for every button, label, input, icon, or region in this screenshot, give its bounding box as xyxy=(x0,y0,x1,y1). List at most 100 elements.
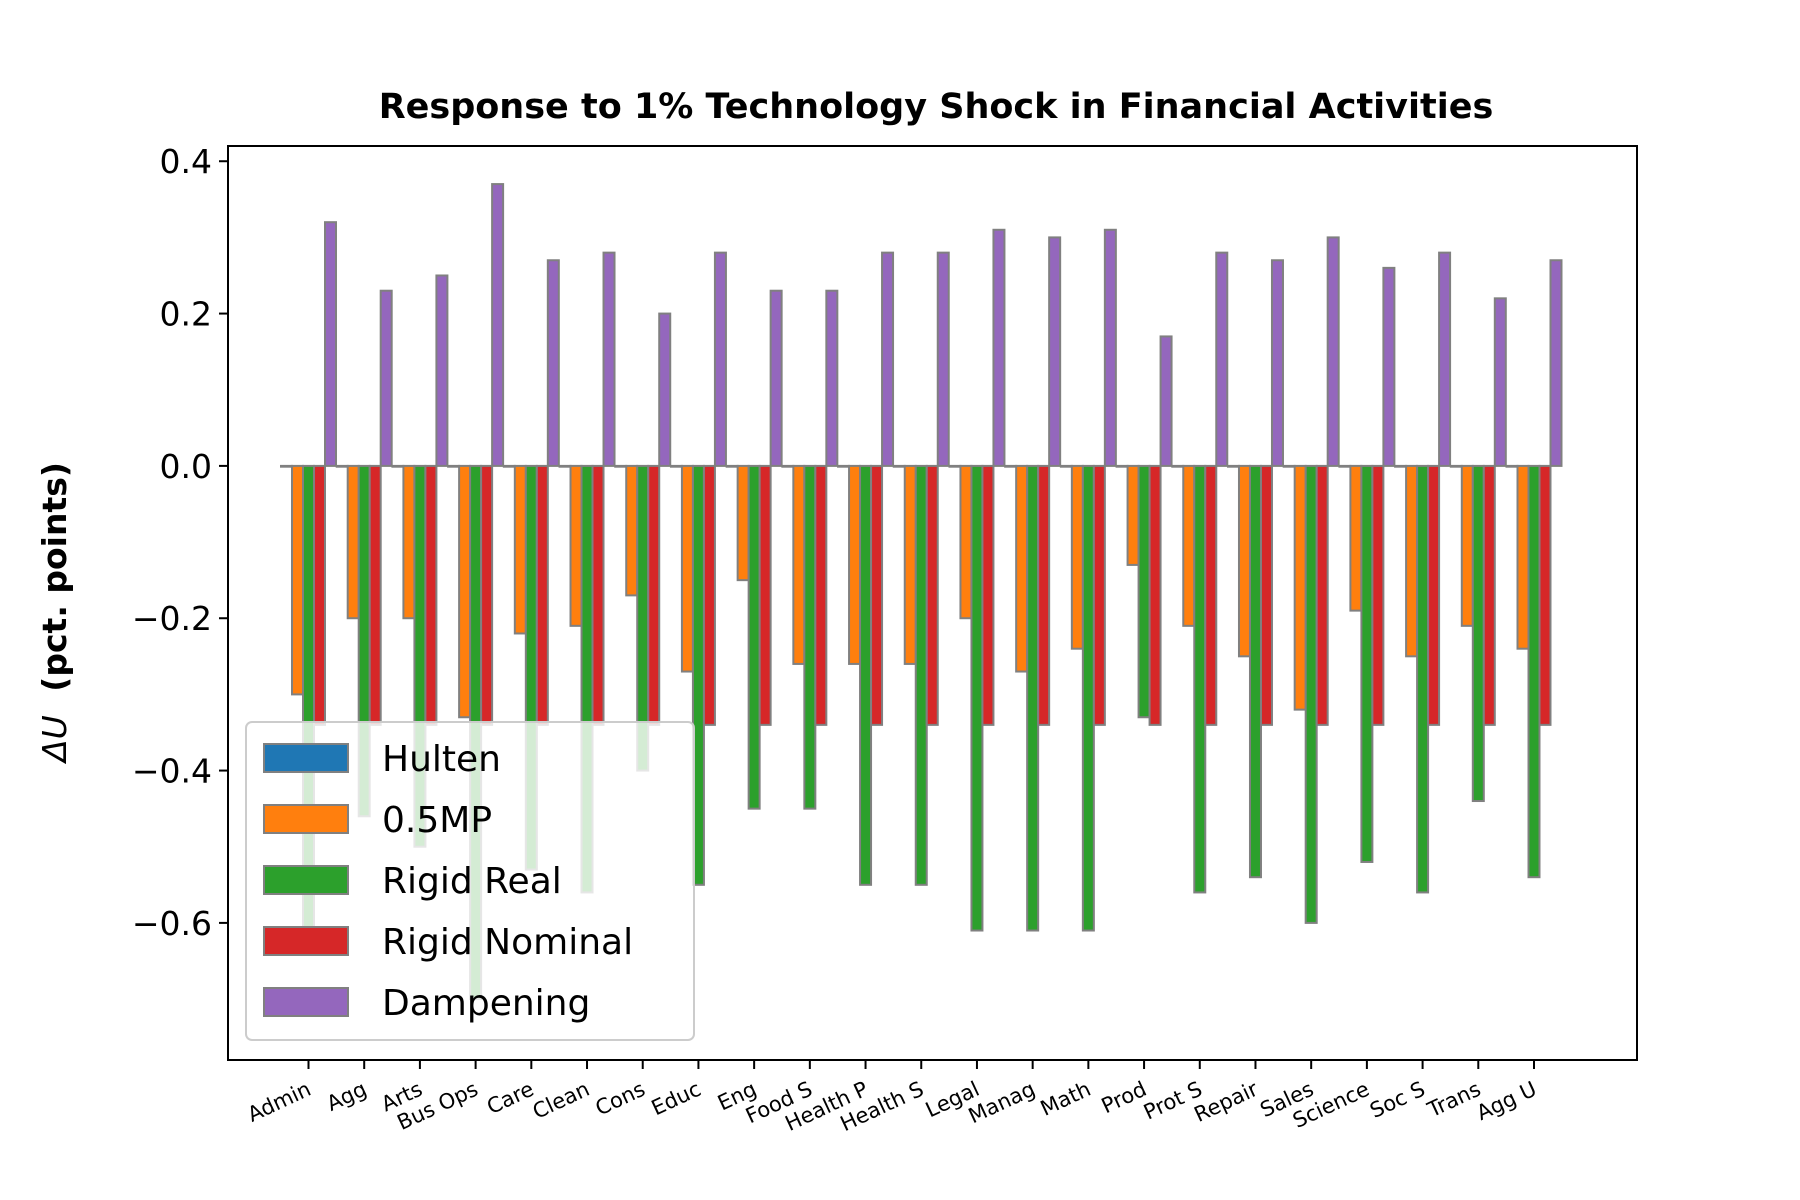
legend-swatch xyxy=(263,743,349,773)
bar-0-5mp-eng xyxy=(736,464,750,582)
bar-dampening-health-p xyxy=(881,251,895,467)
bar-rigid-real-science xyxy=(1360,464,1374,863)
bar-rigid-nominal-arts xyxy=(424,464,438,726)
bar-hulten-educ xyxy=(669,464,683,468)
bar-dampening-manag xyxy=(1048,236,1062,467)
y-axis-label-symbol: ΔU xyxy=(35,715,74,765)
bar-hulten-prot-s xyxy=(1171,464,1185,468)
bar-0-5mp-sales xyxy=(1293,464,1307,711)
bar-hulten-science xyxy=(1338,464,1352,468)
bar-dampening-health-s xyxy=(936,251,950,467)
bar-rigid-real-health-s xyxy=(914,464,928,886)
bar-dampening-prod xyxy=(1159,335,1173,467)
bar-dampening-repair xyxy=(1270,259,1284,467)
bar-rigid-real-trans xyxy=(1471,464,1485,803)
bar-dampening-math xyxy=(1103,228,1117,467)
bar-rigid-nominal-eng xyxy=(758,464,772,726)
bar-rigid-nominal-educ xyxy=(702,464,716,726)
bar-hulten-trans xyxy=(1449,464,1463,468)
bar-rigid-nominal-bus-ops xyxy=(480,464,494,726)
bar-hulten-clean xyxy=(558,464,572,468)
bar-rigid-real-food-s xyxy=(803,464,817,810)
bar-0-5mp-prot-s xyxy=(1182,464,1196,627)
x-tick-label: Agg xyxy=(323,1077,370,1116)
plot-area xyxy=(280,183,1563,1001)
bar-rigid-nominal-agg-u xyxy=(1538,464,1552,726)
bar-0-5mp-soc-s xyxy=(1405,464,1419,658)
legend-label: Rigid Real xyxy=(382,861,562,902)
bar-0-5mp-care xyxy=(513,464,527,635)
legend-label: Rigid Nominal xyxy=(382,922,633,963)
bar-0-5mp-prod xyxy=(1126,464,1140,566)
bar-rigid-real-health-p xyxy=(859,464,873,886)
bar-rigid-real-prot-s xyxy=(1193,464,1207,894)
bar-hulten-care xyxy=(502,464,516,468)
y-tick-label: 0.0 xyxy=(160,447,212,486)
y-tick-label: 0.2 xyxy=(160,295,212,334)
bar-rigid-nominal-trans xyxy=(1482,464,1496,726)
bar-rigid-real-manag xyxy=(1026,464,1040,932)
bar-rigid-nominal-science xyxy=(1371,464,1385,726)
bar-rigid-nominal-sales xyxy=(1315,464,1329,726)
bar-rigid-real-prod xyxy=(1137,464,1151,719)
x-tick-label: Trans xyxy=(1423,1077,1484,1123)
legend-swatch xyxy=(263,926,349,956)
bar-rigid-nominal-manag xyxy=(1037,464,1051,726)
bar-rigid-real-repair xyxy=(1248,464,1262,879)
bar-rigid-nominal-food-s xyxy=(814,464,828,726)
bar-dampening-arts xyxy=(435,274,449,467)
bar-hulten-health-p xyxy=(837,464,851,468)
bar-rigid-nominal-admin xyxy=(313,464,326,726)
bar-dampening-cons xyxy=(658,312,672,467)
y-tick-label: −0.2 xyxy=(132,599,212,638)
bar-hulten-eng xyxy=(725,464,739,468)
plot-frame xyxy=(227,145,1638,1061)
x-tick-label: Clean xyxy=(529,1077,593,1124)
bar-hulten-manag xyxy=(1004,464,1018,468)
bar-rigid-nominal-cons xyxy=(647,464,661,726)
bar-rigid-nominal-agg xyxy=(368,464,382,726)
bar-hulten-repair xyxy=(1226,464,1240,468)
bar-dampening-trans xyxy=(1493,297,1507,467)
bar-rigid-nominal-health-p xyxy=(870,464,884,726)
bar-rigid-nominal-health-s xyxy=(925,464,939,726)
bar-hulten-cons xyxy=(614,464,628,468)
bar-0-5mp-admin xyxy=(291,464,304,696)
x-tick-label: Math xyxy=(1037,1077,1095,1121)
bar-hulten-soc-s xyxy=(1394,464,1408,468)
bar-0-5mp-bus-ops xyxy=(458,464,472,719)
bar-dampening-science xyxy=(1382,266,1396,467)
bar-rigid-real-agg-u xyxy=(1527,464,1541,879)
bar-dampening-bus-ops xyxy=(491,183,505,467)
bar-0-5mp-agg-u xyxy=(1516,464,1530,650)
bar-dampening-legal xyxy=(992,228,1006,467)
bar-hulten-bus-ops xyxy=(447,464,461,468)
bar-hulten-health-s xyxy=(892,464,906,468)
bar-0-5mp-health-s xyxy=(903,464,917,665)
x-tick-label: Educ xyxy=(648,1077,705,1121)
y-axis-label: ΔU (pct. points) xyxy=(35,462,74,765)
x-tick-label: Soc S xyxy=(1366,1077,1428,1123)
bar-0-5mp-legal xyxy=(959,464,973,620)
y-axis-label-text: (pct. points) xyxy=(35,462,74,692)
x-tick-label: Agg U xyxy=(1473,1077,1540,1125)
bar-0-5mp-health-p xyxy=(848,464,862,665)
bar-rigid-nominal-prod xyxy=(1148,464,1162,726)
bar-0-5mp-science xyxy=(1349,464,1363,612)
bar-dampening-admin xyxy=(324,221,337,467)
x-tick-label: Admin xyxy=(244,1077,315,1127)
bar-rigid-real-eng xyxy=(747,464,761,810)
bar-hulten-agg xyxy=(335,464,349,468)
bar-0-5mp-agg xyxy=(346,464,360,620)
bar-dampening-educ xyxy=(713,251,727,467)
bar-dampening-care xyxy=(546,259,560,467)
y-tick-label: −0.4 xyxy=(132,752,212,791)
chart-title: Response to 1% Technology Shock in Finan… xyxy=(379,87,1494,127)
bar-0-5mp-trans xyxy=(1460,464,1474,627)
bar-rigid-real-soc-s xyxy=(1416,464,1430,894)
bar-hulten-math xyxy=(1059,464,1073,468)
bar-dampening-prot-s xyxy=(1215,251,1229,467)
bar-rigid-nominal-math xyxy=(1092,464,1106,726)
bar-rigid-real-sales xyxy=(1304,464,1318,924)
